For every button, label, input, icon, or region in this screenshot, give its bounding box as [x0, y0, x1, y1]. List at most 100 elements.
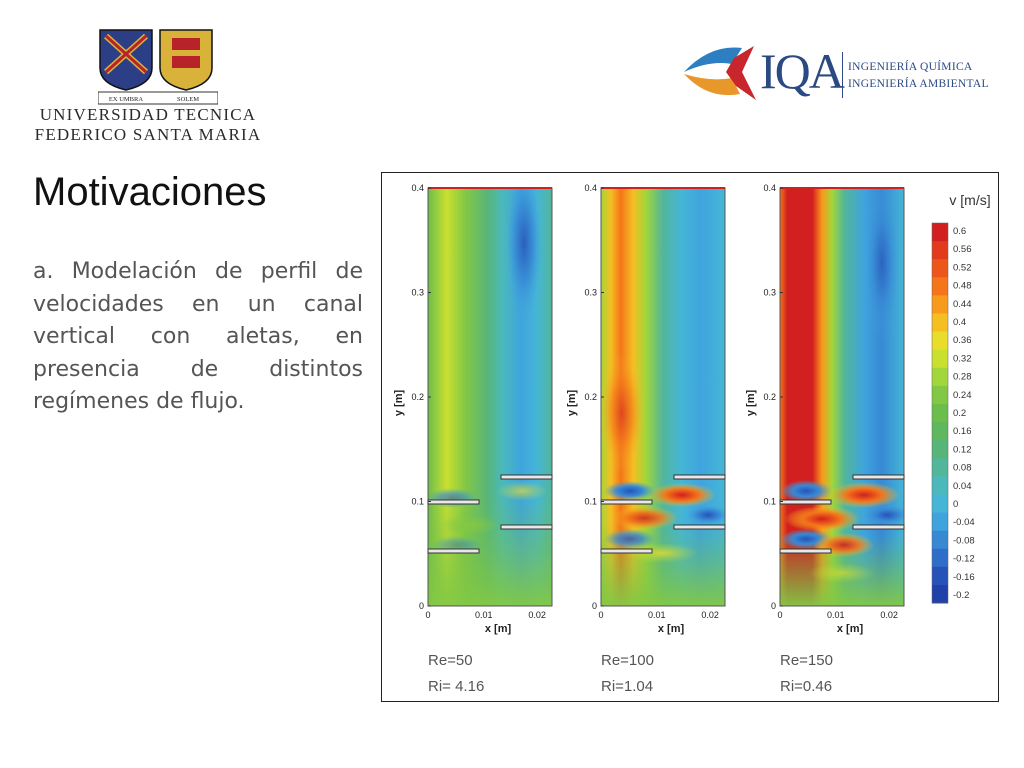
- colorbar-swatch: [932, 223, 948, 242]
- colorbar-swatch: [932, 476, 948, 495]
- y-tick-label: 0.1: [584, 497, 597, 507]
- x-axis-title: x [m]: [658, 623, 685, 635]
- y-tick-label: 0.4: [411, 183, 424, 193]
- x-tick-label: 0.02: [528, 610, 546, 620]
- x-axis-title: x [m]: [837, 623, 864, 635]
- colorbar-tick-label: 0.48: [953, 281, 972, 292]
- contour-plots: 0.40.30.20.100 0.01 0.02y [m]x [m]Re=50Ri=…: [393, 183, 991, 695]
- richardson-label: Ri=1.04: [601, 678, 653, 695]
- department-logo: IQA INGENIERÍA QUÍMICA INGENIERÍA AMBIEN…: [680, 38, 1000, 108]
- colorbar-tick-label: 0.08: [953, 463, 972, 474]
- colorbar-swatch: [932, 566, 948, 586]
- contour-panel-re100: [600, 187, 726, 607]
- colorbar-tick-label: 0.16: [953, 426, 972, 437]
- colorbar-tick-label: 0.6: [953, 226, 966, 237]
- y-tick-label: 0: [592, 601, 597, 611]
- colorbar-swatch: [932, 584, 948, 604]
- colorbar-swatch: [932, 277, 948, 296]
- colorbar-tick-label: 0.52: [953, 262, 972, 273]
- colorbar-swatch: [932, 313, 948, 333]
- y-tick-label: 0.1: [763, 497, 776, 507]
- department-line1: INGENIERÍA QUÍMICA: [848, 61, 973, 73]
- x-axis-title: x [m]: [485, 623, 512, 635]
- colorbar-tick-label: 0.36: [953, 335, 972, 346]
- colorbar-swatch: [932, 548, 948, 568]
- colorbar-swatch: [932, 458, 948, 477]
- y-tick-label: 0.2: [763, 392, 776, 402]
- colorbar-swatch: [932, 494, 948, 514]
- logo-divider: [842, 52, 843, 98]
- y-axis-title: y [m]: [566, 390, 578, 417]
- colorbar-tick-label: 0: [953, 499, 958, 510]
- richardson-label: Ri= 4.16: [428, 678, 484, 695]
- colorbar-tick-label: 0.24: [953, 390, 972, 401]
- colorbar-tick-label: 0.12: [953, 444, 972, 455]
- colorbar: v [m/s] 0.6 0.56 0.52 0.48 0.44 0.4 0.36 0.32 0.…: [931, 192, 991, 604]
- colorbar-swatch: [932, 295, 948, 314]
- y-tick-label: 0.4: [763, 183, 776, 193]
- y-tick-label: 0: [419, 601, 424, 611]
- slide-title: Motivaciones: [33, 170, 267, 214]
- contour-panel-re150: [779, 187, 905, 607]
- colorbar-tick-label: 0.56: [953, 244, 972, 255]
- colorbar-tick-label: 0.4: [953, 317, 966, 328]
- y-tick-label: 0.2: [411, 392, 424, 402]
- colorbar-tick-label: -0.04: [953, 517, 975, 528]
- colorbar-swatch: [932, 403, 948, 423]
- slide-body-text: a. Modelación de perfil de velocidades e…: [33, 259, 363, 414]
- colorbar-tick-label: 0.2: [953, 408, 966, 419]
- colorbar-swatch: [932, 349, 948, 369]
- colorbar-tick-label: -0.12: [953, 554, 975, 565]
- y-tick-label: 0.1: [411, 497, 424, 507]
- reynolds-label: Re=100: [601, 652, 654, 669]
- university-name-line1: UNIVERSIDAD TECNICA: [39, 105, 257, 124]
- colorbar-swatch: [932, 385, 948, 405]
- x-tick-label: 0.01: [648, 610, 666, 620]
- y-tick-label: 0.3: [763, 288, 776, 298]
- richardson-label: Ri=0.46: [780, 678, 832, 695]
- x-tick-label: 0.01: [475, 610, 493, 620]
- colorbar-title: v [m/s]: [949, 192, 990, 208]
- university-logo: EX UMBRA SOLEM UNIVERSIDAD TECNICA FEDER…: [18, 24, 274, 144]
- reynolds-label: Re=50: [428, 652, 473, 669]
- colorbar-swatch: [932, 367, 948, 387]
- reynolds-label: Re=150: [780, 652, 833, 669]
- colorbar-swatch: [932, 422, 948, 441]
- motto-right: SOLEM: [177, 96, 199, 103]
- iqa-swoosh-icon: [684, 46, 756, 100]
- colorbar-swatch: [932, 512, 948, 532]
- x-tick-label: 0.02: [701, 610, 719, 620]
- y-tick-label: 0.4: [584, 183, 597, 193]
- x-tick-label: 0: [425, 610, 430, 620]
- colorbar-tick-label: -0.2: [953, 590, 969, 601]
- colorbar-swatch: [932, 259, 948, 278]
- velocity-contour-figure: 0.4 0.3 0.2 0.1 0 0 0.01 0.02 y [m] x [m] Re=50 Ri=…: [381, 172, 999, 702]
- x-tick-label: 0.02: [880, 610, 898, 620]
- y-axis-title: y [m]: [745, 390, 757, 417]
- x-tick-label: 0: [598, 610, 603, 620]
- motto-left: EX UMBRA: [109, 96, 143, 103]
- colorbar-swatch: [932, 440, 948, 459]
- colorbar-tick-label: -0.16: [953, 572, 975, 583]
- university-name-line2: FEDERICO SANTA MARIA: [34, 125, 262, 144]
- colorbar-tick-label: -0.08: [953, 535, 975, 546]
- colorbar-swatch: [932, 530, 948, 550]
- colorbar-swatch: [932, 331, 948, 351]
- colorbar-tick-label: 0.04: [953, 481, 972, 492]
- university-crest: EX UMBRA SOLEM: [98, 29, 218, 105]
- x-tick-label: 0.01: [827, 610, 845, 620]
- iqa-acronym: IQA: [760, 43, 845, 99]
- colorbar-outline: [931, 222, 949, 604]
- contour-panel-re50: [427, 187, 553, 607]
- y-axis-title: y [m]: [393, 390, 405, 417]
- colorbar-tick-label: 0.44: [953, 299, 972, 310]
- colorbar-tick-label: 0.28: [953, 372, 972, 383]
- y-tick-label: 0.3: [411, 288, 424, 298]
- y-tick-label: 0: [771, 601, 776, 611]
- x-tick-label: 0: [777, 610, 782, 620]
- colorbar-swatch: [932, 241, 948, 260]
- colorbar-tick-label: 0.32: [953, 353, 972, 364]
- y-tick-label: 0.3: [584, 288, 597, 298]
- department-line2: INGENIERÍA AMBIENTAL: [848, 78, 989, 90]
- y-tick-label: 0.2: [584, 392, 597, 402]
